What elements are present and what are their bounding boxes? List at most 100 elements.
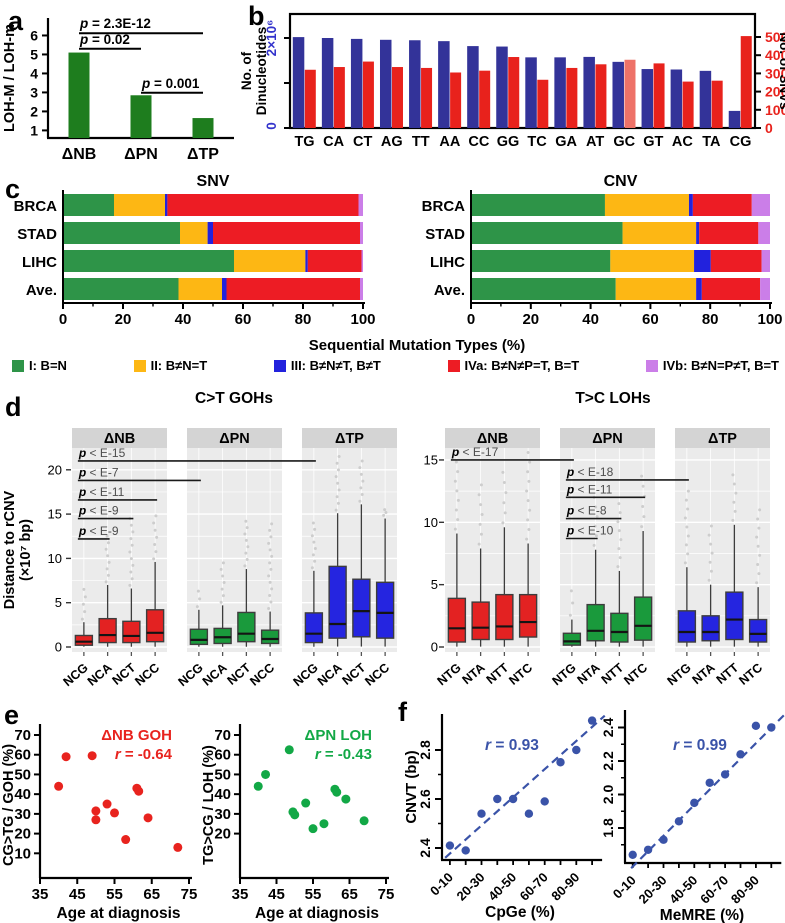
outlier	[453, 479, 457, 483]
box-NTA	[586, 603, 605, 642]
outlier	[360, 493, 364, 497]
p-value-label: p < E-17	[451, 445, 499, 459]
box-NCA	[328, 565, 347, 639]
bar-dinucleotide-GC	[612, 61, 624, 128]
legend-item-2: III: B≠N≠T, B≠T	[273, 358, 381, 373]
x-tick-label: AG	[381, 134, 403, 150]
outlier	[267, 606, 271, 610]
data-point	[736, 750, 745, 759]
panel-c-snv-chart: SNV BRCA STAD LIHC Ave.0 20 40 60 80 100	[14, 173, 376, 328]
x-tick-label: 35	[32, 886, 49, 903]
panel-d-right-chart: T>C LOHsΔNBNTGNTANTTNTCΔPNNTGNTANTTNTCΔT…	[424, 390, 770, 689]
outlier	[130, 543, 134, 547]
outlier	[336, 481, 340, 485]
segment	[63, 222, 180, 244]
outlier	[617, 502, 621, 506]
x-tick-label: 80-90	[548, 870, 582, 904]
segment	[63, 278, 179, 300]
c-legend: I: B=N II: B≠N=T III: B≠N≠T, B≠T IVa: B≠N≠P…	[12, 358, 779, 373]
outlier	[756, 517, 760, 521]
bar-snv-CA	[333, 67, 345, 128]
outlier	[219, 567, 223, 571]
outlier	[686, 507, 690, 511]
x-tick-label: 80-90	[728, 873, 762, 907]
bar-dinucleotide-TG	[292, 37, 305, 128]
outlier	[107, 560, 111, 564]
outlier	[569, 589, 573, 593]
outlier	[592, 543, 596, 547]
p-value-label: p = 0.001	[141, 76, 200, 91]
box-NCA	[213, 627, 232, 645]
legend-swatch	[645, 359, 658, 372]
facet-strip	[560, 428, 655, 448]
outlier	[220, 587, 224, 591]
outlier	[310, 534, 314, 538]
data-point	[643, 845, 653, 854]
right-tick-label: 500	[765, 29, 785, 45]
x-tick-label: NTC	[506, 661, 535, 688]
y-axis-label: CG>TG / GOH (%)	[1, 744, 17, 866]
y-tick-label: 2	[30, 103, 38, 119]
outlier	[81, 602, 85, 606]
bar-dinucleotide-CC	[467, 46, 479, 128]
box-NTC	[633, 596, 653, 641]
bar-dinucleotide-AC	[670, 69, 683, 128]
x-tick-label: AC	[672, 134, 693, 150]
x-tick-label: CC	[468, 134, 489, 150]
y-tick-label: 2.2	[600, 751, 616, 771]
outlier	[526, 470, 530, 474]
facet-label: ΔTP	[708, 431, 737, 447]
x-tick-label: NCC	[247, 661, 277, 689]
x-tick-label: 0	[59, 311, 67, 328]
data-point	[587, 716, 597, 725]
bar-snv-TC	[537, 79, 549, 128]
outlier	[310, 566, 314, 570]
outlier	[244, 538, 248, 542]
box-NCA	[98, 617, 117, 644]
segment	[234, 250, 306, 272]
outlier	[270, 554, 274, 558]
right-tick-label: 0	[765, 120, 773, 136]
outlier	[501, 470, 505, 474]
data-point	[540, 797, 549, 806]
x-tick-label: GC	[613, 134, 635, 150]
y-axis-label: CNVT (bp)	[403, 750, 420, 823]
p-value-label: p < E-11	[566, 482, 613, 496]
left-tick-label: 0	[264, 122, 279, 130]
facet-panel	[187, 448, 282, 652]
facet-label: ΔTP	[335, 431, 364, 447]
bar-dinucleotide-TT	[409, 40, 421, 128]
chart-title: CNV	[604, 173, 638, 190]
x-tick-label: TA	[702, 134, 721, 150]
outlier	[734, 491, 738, 495]
segment	[758, 222, 770, 244]
data-point	[524, 809, 534, 818]
box-NTG	[447, 597, 467, 643]
outlier	[732, 500, 736, 504]
outlier	[617, 529, 621, 533]
bar-snv-AG	[391, 67, 403, 128]
segment	[710, 250, 762, 272]
data-point	[628, 850, 637, 859]
outlier	[456, 470, 460, 474]
data-point	[767, 723, 776, 732]
outlier	[106, 554, 110, 558]
data-point	[54, 781, 64, 791]
outlier	[528, 460, 532, 464]
x-tick-label: NTT	[599, 660, 627, 687]
segment	[696, 222, 700, 244]
x-tick-label: NTG	[550, 661, 579, 689]
y-tick-label: 70	[214, 727, 231, 744]
outlier	[83, 595, 87, 599]
outlier	[683, 516, 687, 520]
panel-letter-f: f	[398, 697, 407, 727]
x-tick-label: NTT	[714, 660, 742, 687]
left-axis-label: No. of	[239, 51, 254, 90]
outlier	[129, 557, 133, 561]
box-NCG	[74, 634, 94, 646]
y-tick-label: 30	[214, 806, 231, 823]
box-NCG	[304, 612, 324, 644]
x-tick-label: 75	[378, 886, 395, 903]
x-tick-label: NTT	[484, 660, 512, 687]
